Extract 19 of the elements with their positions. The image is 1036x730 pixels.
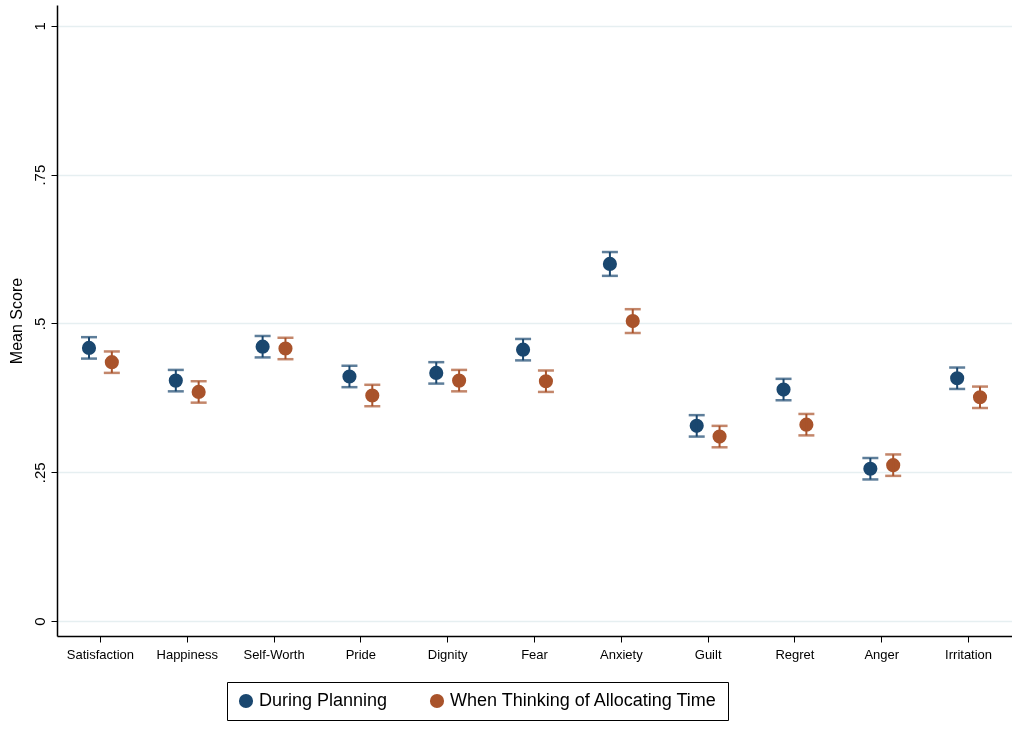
x-tick-label: Self-Worth [243,646,305,662]
x-tick-label: Regret [775,646,815,662]
x-tick-label: Pride [345,646,377,662]
x-tick-label: Guilt [694,646,722,662]
x-tick-label: Satisfaction [66,646,135,662]
y-tick-label: .5 [30,317,48,331]
x-tick-label: Anxiety [600,646,644,662]
y-axis-title: Mean Score [7,277,25,365]
legend-label: When Thinking of Allocating Time [450,690,716,710]
x-tick-label: Anger [864,646,900,662]
y-tick-label: 0 [30,617,48,626]
y-tick-label: .25 [30,462,48,484]
x-tick-label: Happiness [156,646,219,662]
x-tick-label: Irritation [945,646,993,662]
x-tick-label: Dignity [427,646,469,662]
y-tick-label: 1 [30,22,48,31]
x-tick-label: Fear [521,646,549,662]
legend-label: During Planning [259,690,388,710]
y-tick-label: .75 [30,164,48,186]
